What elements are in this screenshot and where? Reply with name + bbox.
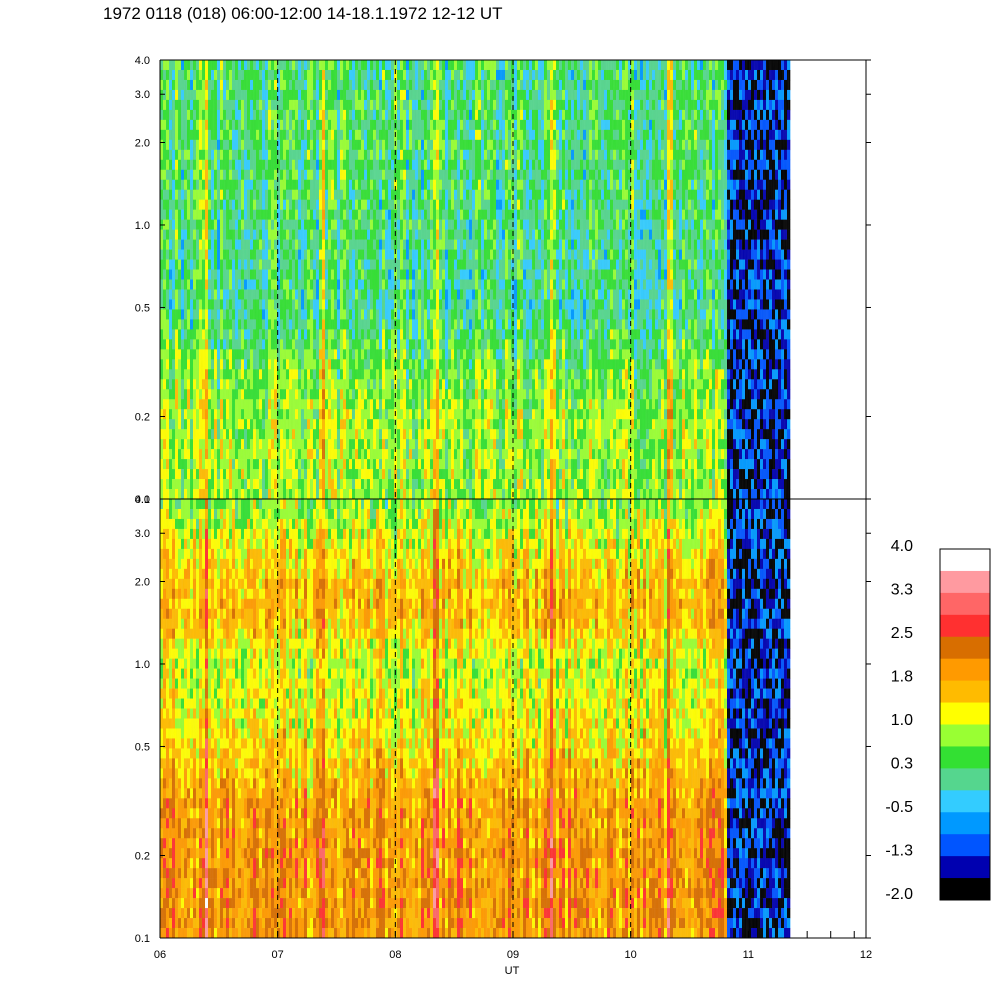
spectrogram-panel-1 bbox=[160, 60, 791, 500]
panels-layer bbox=[160, 60, 791, 939]
chart-title: 1972 0118 (018) 06:00-12:00 14-18.1.1972… bbox=[103, 4, 503, 23]
